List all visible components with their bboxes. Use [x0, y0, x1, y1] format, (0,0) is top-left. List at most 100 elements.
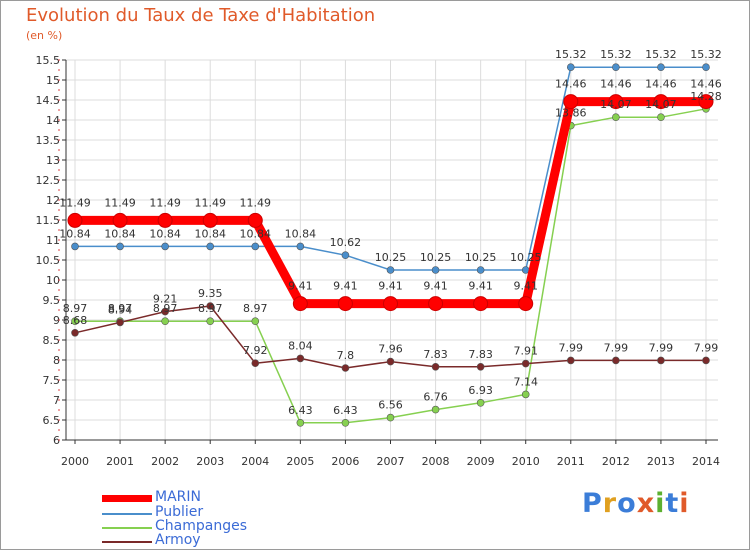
data-point-armoy [251, 359, 260, 368]
data-label-champanges: 14.07 [600, 98, 632, 111]
data-label-marin: 14.46 [690, 78, 722, 91]
x-tick-label: 2000 [61, 455, 89, 468]
data-point-marin [247, 212, 263, 228]
data-label-armoy: 7.99 [604, 341, 629, 354]
x-tick-label: 2002 [151, 455, 179, 468]
data-point-marin [653, 94, 669, 110]
data-label-publier: 15.32 [645, 48, 677, 61]
data-label-champanges: 6.56 [378, 399, 403, 412]
data-label-publier: 10.84 [194, 227, 226, 240]
data-label-publier: 10.25 [375, 251, 407, 264]
data-label-marin: 9.41 [378, 280, 403, 293]
x-tick-label: 2008 [422, 455, 450, 468]
x-tick-label: 2013 [647, 455, 675, 468]
legend-label: Champanges [155, 518, 247, 534]
data-label-armoy: 7.83 [423, 348, 448, 361]
x-tick-label: 2011 [557, 455, 585, 468]
logo-letter: i [655, 488, 666, 519]
data-point-armoy [476, 362, 485, 371]
data-point-armoy [161, 307, 169, 316]
data-label-champanges: 8.97 [63, 302, 88, 315]
data-point-publier [566, 63, 575, 71]
y-tick-label: 8.5 [43, 334, 61, 347]
data-point-marin [202, 212, 218, 228]
data-label-marin: 14.46 [600, 78, 632, 91]
data-label-marin: 14.46 [645, 78, 677, 91]
y-tick-label: 6 [53, 434, 60, 447]
data-label-armoy: 7.92 [243, 344, 268, 357]
logo-letter: x [636, 488, 656, 519]
y-tick-label: 6.5 [43, 414, 61, 427]
y-tick-label: 10.5 [36, 254, 61, 267]
data-label-publier: 15.32 [600, 48, 632, 61]
data-point-publier [702, 63, 710, 71]
data-point-champanges [521, 390, 530, 399]
data-label-armoy: 7.99 [559, 341, 584, 354]
logo-letter: r [602, 488, 618, 519]
data-point-publier [116, 242, 124, 251]
data-point-publier [251, 242, 260, 251]
data-label-marin: 9.41 [468, 280, 493, 293]
data-label-publier: 10.25 [420, 251, 452, 264]
data-point-armoy [702, 356, 710, 365]
plot-area [66, 60, 718, 440]
legend-label: MARIN [155, 489, 201, 505]
data-label-marin: 9.41 [513, 280, 538, 293]
data-point-marin [157, 212, 173, 228]
logo-letter: t [665, 488, 680, 519]
data-label-marin: 11.49 [104, 196, 136, 209]
data-point-publier [612, 63, 620, 71]
x-tick-label: 2005 [286, 455, 314, 468]
data-label-champanges: 8.97 [153, 302, 178, 315]
x-tick-label: 2001 [106, 455, 134, 468]
data-label-champanges: 14.28 [690, 90, 722, 103]
y-tick-label: 9.5 [43, 294, 61, 307]
data-label-armoy: 7.99 [694, 341, 719, 354]
data-label-publier: 15.32 [690, 48, 722, 61]
data-label-armoy: 7.83 [468, 348, 493, 361]
data-point-marin [563, 94, 579, 110]
data-point-armoy [386, 357, 395, 366]
data-label-marin: 11.49 [149, 196, 181, 209]
data-point-publier [431, 266, 440, 274]
data-point-champanges [476, 398, 485, 407]
data-point-publier [341, 251, 350, 259]
data-point-champanges [206, 317, 215, 326]
data-label-champanges: 14.07 [645, 98, 677, 111]
legend-label: Armoy [155, 532, 201, 548]
data-point-marin [428, 296, 444, 312]
data-point-marin [518, 296, 534, 312]
data-label-publier: 10.84 [59, 227, 91, 240]
data-label-publier: 10.25 [465, 251, 497, 264]
legend-swatch [102, 541, 152, 543]
data-label-armoy: 8.68 [63, 314, 88, 327]
data-point-marin [698, 94, 714, 110]
x-tick-label: 2010 [512, 455, 540, 468]
data-label-publier: 10.84 [240, 227, 272, 240]
y-tick-label: 14.5 [36, 94, 61, 107]
data-point-champanges [431, 405, 440, 414]
data-label-champanges: 8.97 [108, 302, 133, 315]
y-tick-label: 9 [53, 314, 60, 327]
data-label-marin: 14.46 [555, 78, 587, 91]
data-label-publier: 10.84 [149, 227, 181, 240]
data-point-armoy [612, 356, 620, 365]
x-tick-label: 2012 [602, 455, 630, 468]
data-label-marin: 11.49 [240, 196, 272, 209]
data-label-armoy: 9.35 [198, 287, 223, 300]
logo-letter: i [679, 488, 690, 519]
logo-letter: o [617, 488, 637, 519]
data-point-marin [383, 296, 398, 312]
data-point-armoy [206, 302, 215, 310]
chart-subtitle: (en %) [26, 29, 63, 42]
data-point-champanges [296, 418, 305, 427]
data-point-armoy [71, 328, 79, 337]
data-label-publier: 10.84 [285, 227, 317, 240]
logo-letter: P [582, 488, 603, 519]
data-label-champanges: 6.43 [333, 404, 358, 417]
data-point-armoy [521, 359, 530, 368]
legend-swatch [102, 495, 152, 502]
data-point-publier [206, 242, 215, 251]
x-tick-label: 2009 [467, 455, 495, 468]
